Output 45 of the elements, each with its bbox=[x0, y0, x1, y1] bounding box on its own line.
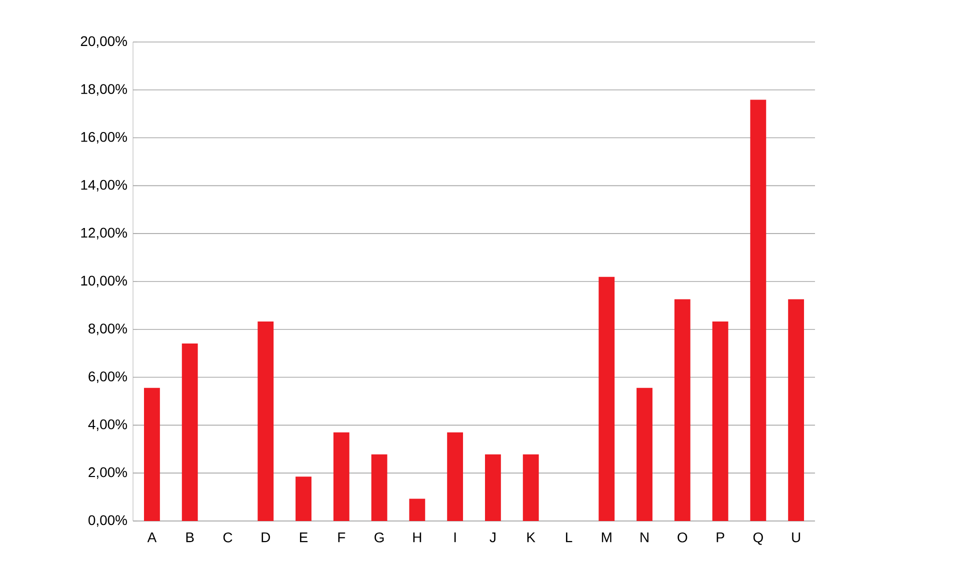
x-tick-label: B bbox=[186, 532, 194, 542]
bar bbox=[182, 344, 198, 521]
x-tick-label: Q bbox=[753, 532, 763, 545]
bar bbox=[750, 100, 766, 521]
bar bbox=[484, 454, 501, 521]
y-tick-label: 6,00% bbox=[88, 372, 127, 384]
y-tick-label: 16,00% bbox=[81, 132, 127, 144]
x-tick-label: O bbox=[678, 532, 688, 542]
x-tick-label: N bbox=[640, 532, 648, 542]
x-tick-label: D bbox=[262, 532, 270, 542]
x-tick-label: P bbox=[716, 532, 724, 542]
bar bbox=[333, 432, 350, 521]
x-tick-label: A bbox=[147, 532, 157, 542]
y-tick-label: 18,00% bbox=[81, 84, 127, 96]
bar bbox=[296, 476, 312, 521]
y-tick-label: 20,00% bbox=[80, 36, 127, 48]
bar bbox=[636, 388, 652, 521]
y-tick-label: 2,00% bbox=[88, 467, 127, 479]
bar bbox=[258, 321, 274, 521]
x-tick-label: M bbox=[602, 532, 612, 542]
y-tick-label: 12,00% bbox=[81, 228, 127, 240]
bar bbox=[788, 299, 804, 521]
y-tick-label: 14,00% bbox=[81, 180, 127, 192]
bar bbox=[144, 388, 160, 521]
x-tick-label: J bbox=[490, 532, 496, 542]
y-tick-label: 10,00% bbox=[81, 276, 127, 288]
x-tick-label: I bbox=[454, 532, 456, 542]
bar bbox=[712, 321, 728, 521]
bar bbox=[371, 454, 388, 521]
x-tick-label: H bbox=[413, 532, 422, 542]
x-tick-label: K bbox=[527, 532, 536, 542]
x-tick-label: G bbox=[374, 532, 384, 542]
x-tick-label: U bbox=[792, 532, 800, 542]
bar bbox=[409, 498, 426, 521]
y-tick-label: 8,00% bbox=[88, 324, 127, 336]
x-tick-label: F bbox=[338, 532, 346, 542]
x-tick-label: E bbox=[300, 532, 308, 542]
x-tick-label: L bbox=[566, 532, 572, 542]
bar bbox=[674, 299, 690, 521]
bar bbox=[447, 432, 464, 521]
y-tick-label: 4,00% bbox=[88, 419, 127, 431]
y-tick-label: 0,00% bbox=[88, 515, 127, 527]
x-tick-label: C bbox=[223, 532, 232, 542]
bar bbox=[522, 454, 539, 521]
bar bbox=[598, 276, 615, 521]
